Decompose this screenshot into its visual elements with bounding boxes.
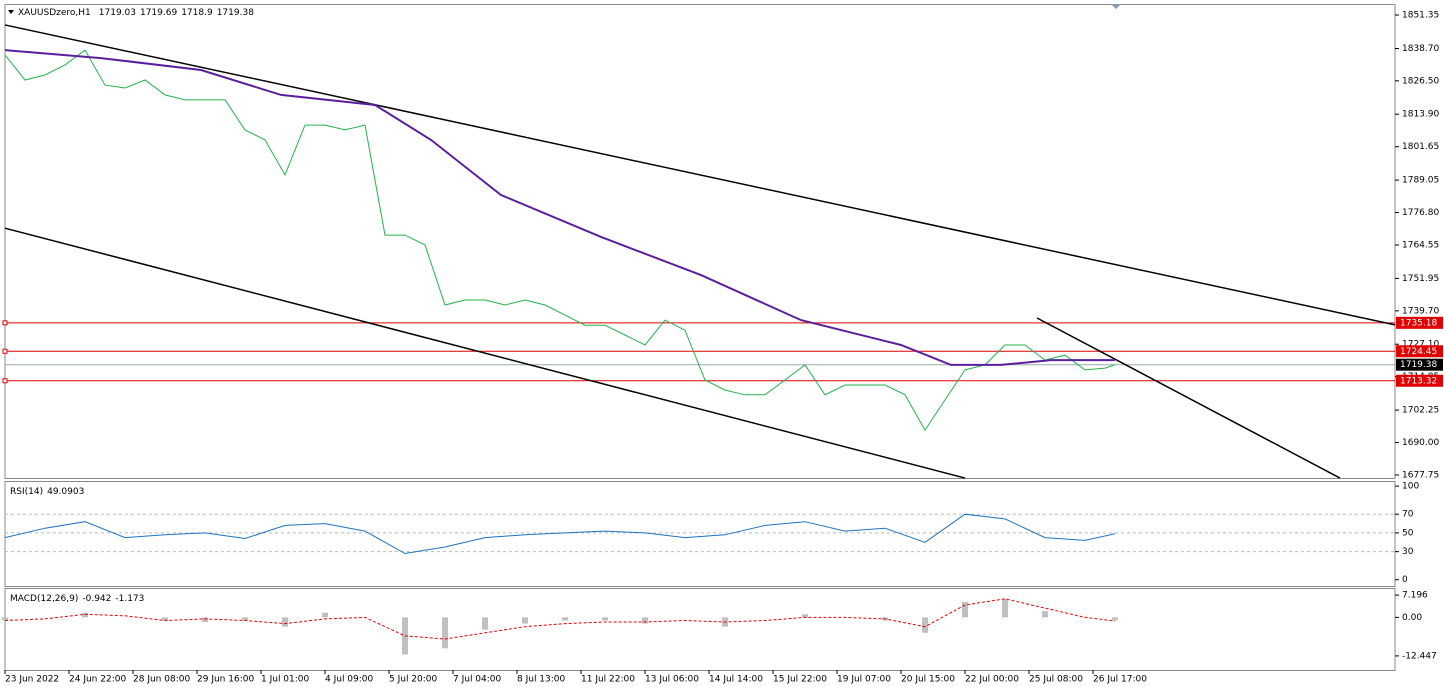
- y-tick-label: 1764.55: [1402, 240, 1439, 250]
- x-tick-label: 20 Jul 15:00: [901, 675, 955, 685]
- x-tick-label: 26 Jul 17:00: [1093, 675, 1147, 685]
- indicator-label: RSI(14) 49.0903: [10, 487, 84, 497]
- trendline: [1036, 317, 1341, 479]
- x-tick-label: 13 Jul 06:00: [645, 675, 699, 685]
- price-level-tag: [1396, 316, 1443, 329]
- histogram-bar: [562, 617, 568, 621]
- x-tick-label: 29 Jun 16:00: [197, 675, 254, 685]
- x-tick-label: 4 Jul 09:00: [325, 675, 374, 685]
- histogram-bar: [442, 617, 448, 649]
- y-tick-label: 70: [1402, 510, 1414, 520]
- x-tick-label: 23 Jun 2022: [5, 675, 59, 685]
- y-tick-label: 0.00: [1402, 613, 1422, 623]
- price-level-label: 1735.18: [1400, 318, 1437, 328]
- ohlc-value: 1719.03: [99, 8, 136, 18]
- histogram-bar: [162, 617, 168, 621]
- rsi-panel: [4, 481, 1396, 587]
- trendline: [4, 24, 1396, 326]
- histogram-bar: [922, 617, 928, 633]
- ohlc-value: 1719.69: [140, 8, 177, 18]
- main-panel: [4, 4, 1396, 479]
- y-tick-label: 30: [1402, 547, 1414, 557]
- shift-marker: [1111, 4, 1121, 9]
- y-tick-label: 1751.95: [1402, 274, 1439, 284]
- y-tick-label: 1739.70: [1402, 306, 1439, 316]
- signal-line: [4, 598, 1116, 640]
- y-tick-label: 1690.00: [1402, 438, 1439, 448]
- x-tick-label: 19 Jul 07:00: [837, 675, 891, 685]
- y-tick-label: 1838.70: [1402, 44, 1439, 54]
- ohlc-value: 1718.9: [181, 8, 213, 18]
- y-tick-label: 1813.90: [1402, 110, 1439, 120]
- x-tick-label: 22 Jul 00:00: [965, 675, 1019, 685]
- price-level-tag: [1396, 374, 1443, 387]
- x-tick-label: 25 Jul 08:00: [1029, 675, 1083, 685]
- chart-title: XAUUSDzero,H1 1719.03 1719.69 1718.9 1719.38: [18, 8, 254, 18]
- histogram-bar: [1042, 611, 1048, 618]
- indicator-part: 49.0903: [47, 487, 84, 497]
- bid-tag: [1396, 358, 1443, 371]
- y-tick-label: 0: [1402, 575, 1408, 585]
- histogram-bar: [282, 617, 288, 627]
- y-tick-label: 1801.65: [1402, 142, 1439, 152]
- histogram-bar: [522, 617, 528, 624]
- x-tick-label: 8 Jul 13:00: [517, 675, 566, 685]
- indicator-part: MACD(12,26,9): [10, 594, 78, 604]
- x-tick-label: 1 Jul 01:00: [261, 675, 310, 685]
- price-level-label: 1724.45: [1400, 347, 1437, 357]
- y-tick-label: 1826.50: [1402, 76, 1439, 86]
- bid-label: 1719.38: [1400, 360, 1437, 370]
- histogram-bar: [1112, 617, 1118, 621]
- histogram-bar: [2, 617, 8, 621]
- x-tick-label: 28 Jun 08:00: [133, 675, 190, 685]
- histogram-bar: [82, 612, 88, 618]
- price-level-label: 1713.32: [1400, 376, 1437, 386]
- y-tick-label: 1727.10: [1402, 340, 1439, 350]
- x-tick-label: 14 Jul 14:00: [709, 675, 763, 685]
- price-level-tag: [1396, 345, 1443, 358]
- x-tick-label: 7 Jul 04:00: [453, 675, 502, 685]
- y-tick-label: 1776.80: [1402, 208, 1439, 218]
- histogram-bar: [962, 601, 968, 618]
- histogram-bar: [602, 617, 608, 621]
- price-level-handle[interactable]: [2, 320, 8, 326]
- histogram-bar: [482, 617, 488, 630]
- y-tick-label: -12.447: [1402, 651, 1437, 661]
- symbol: XAUUSDzero,H1: [18, 8, 91, 18]
- histogram-bar: [202, 617, 208, 623]
- histogram-bar: [322, 612, 328, 618]
- ohlc-value: 1719.38: [217, 8, 254, 18]
- y-tick-label: 1851.35: [1402, 10, 1439, 20]
- series-line: [4, 49, 1115, 366]
- y-tick-label: 100: [1402, 482, 1419, 492]
- price-level-handle[interactable]: [2, 348, 8, 354]
- y-tick-label: 1789.05: [1402, 176, 1439, 186]
- y-tick-label: 1702.25: [1402, 406, 1439, 416]
- indicator-part: -0.942: [82, 594, 111, 604]
- series-line: [4, 49, 1116, 432]
- indicator-part: RSI(14): [10, 487, 43, 497]
- histogram-bar: [802, 614, 808, 618]
- y-tick-label: 1677.75: [1402, 471, 1439, 481]
- x-tick-label: 11 Jul 22:00: [581, 675, 635, 685]
- y-tick-label: 50: [1402, 528, 1414, 538]
- menu-arrow[interactable]: [8, 10, 14, 14]
- y-tick-label: 7.196: [1402, 591, 1428, 601]
- macd-panel: [4, 588, 1396, 671]
- x-tick-label: 5 Jul 20:00: [389, 675, 438, 685]
- indicator-part: -1.173: [115, 594, 144, 604]
- trendline: [4, 227, 966, 479]
- x-tick-label: 24 Jun 22:00: [69, 675, 126, 685]
- price-level-handle[interactable]: [2, 378, 8, 384]
- series-line: [4, 513, 1116, 555]
- histogram-bar: [642, 617, 648, 624]
- histogram-bar: [1002, 598, 1008, 618]
- indicator-label: MACD(12,26,9) -0.942 -1.173: [10, 594, 144, 604]
- histogram-bar: [242, 617, 248, 621]
- x-tick-label: 15 Jul 22:00: [773, 675, 827, 685]
